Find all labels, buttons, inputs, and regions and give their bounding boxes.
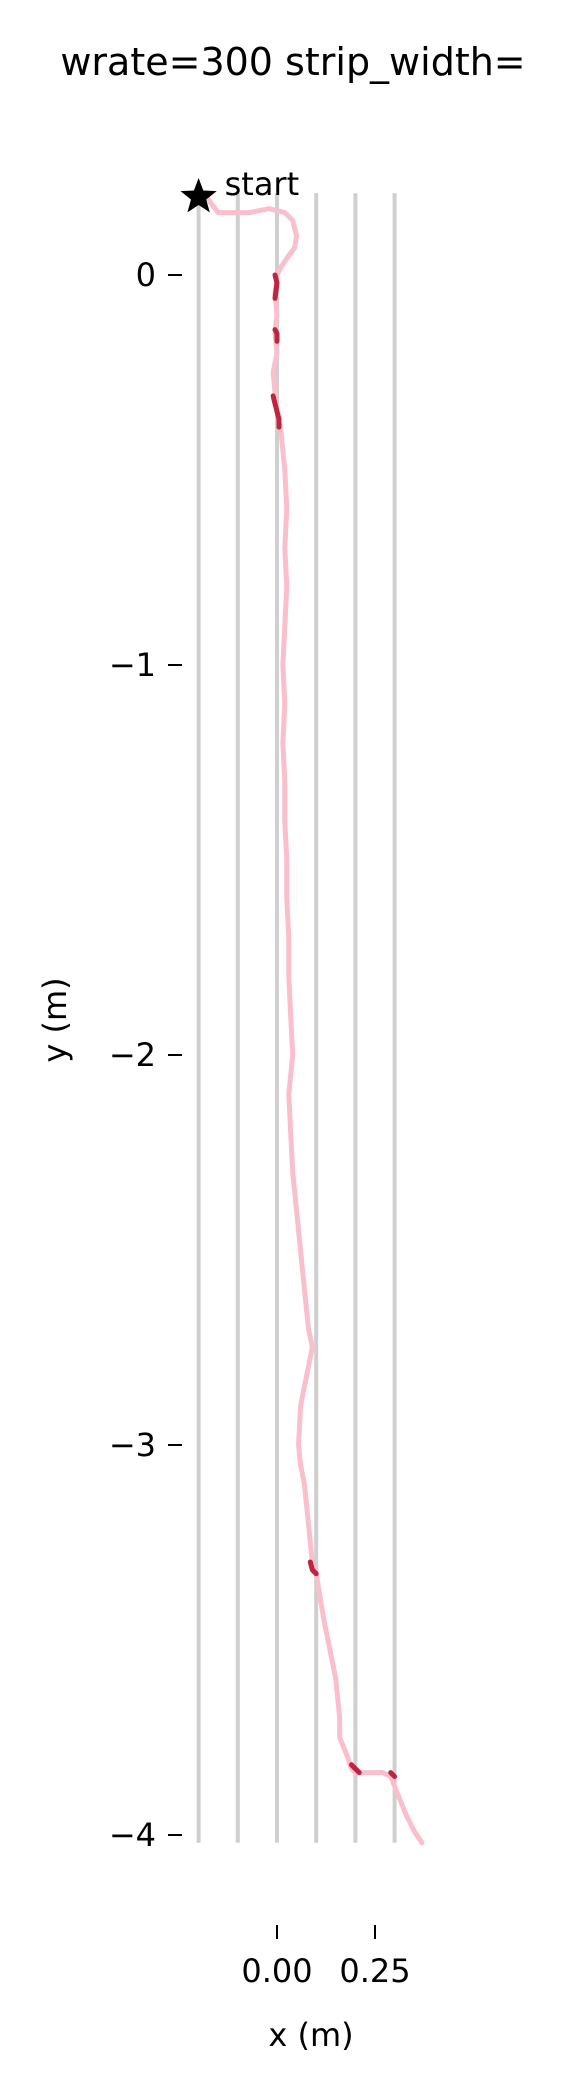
highlight-segment-0 (272, 272, 280, 301)
strip-lines (196, 193, 397, 1843)
highlight-segment-4 (349, 1762, 362, 1776)
y-tick-label-3: −3 (109, 1426, 156, 1464)
highlight-segment-3 (307, 1559, 319, 1577)
y-tick-label-1: −1 (109, 646, 156, 684)
start-label: start (225, 165, 300, 203)
x-axis-label: x (m) (268, 2016, 353, 2054)
y-axis-label: y (m) (36, 977, 74, 1062)
x-tick-label-1: 0.25 (339, 1952, 410, 1990)
chart-title: wrate=300 strip_width= (60, 40, 525, 84)
highlight-segment-2 (270, 393, 282, 430)
start-star-icon (180, 178, 217, 213)
x-tick-label-0: 0.00 (241, 1952, 312, 1990)
highlight-segment-5 (388, 1770, 398, 1779)
highlight-segment-1 (272, 327, 280, 344)
y-tick-label-2: −2 (109, 1036, 156, 1074)
y-axis: 0 −1 −2 −3 −4 (109, 256, 182, 1854)
highlight-segments (270, 272, 398, 1779)
y-tick-label-0: 0 (136, 256, 156, 294)
x-axis: 0.00 0.25 (241, 1925, 411, 1990)
start-marker-group: start (180, 165, 300, 213)
y-tick-label-4: −4 (109, 1816, 156, 1854)
